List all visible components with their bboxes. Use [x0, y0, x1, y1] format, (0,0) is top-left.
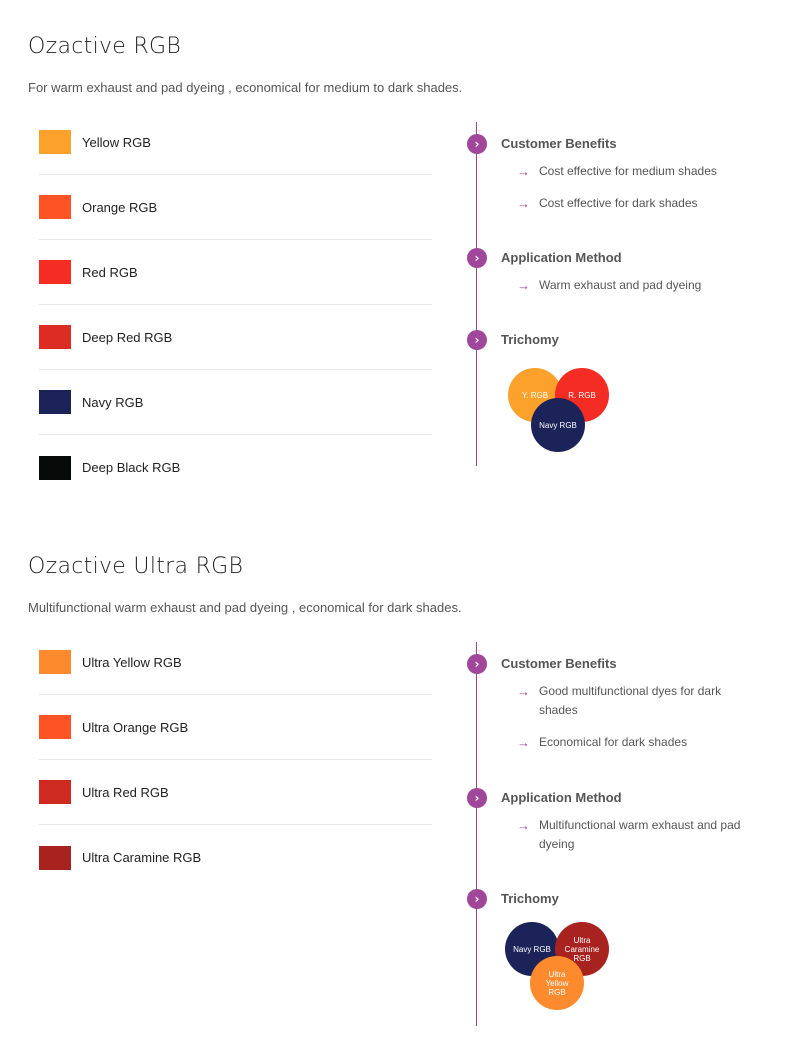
- shade-item[interactable]: Deep Black RGB: [39, 435, 432, 500]
- color-swatch: [39, 845, 71, 870]
- chevron-right-icon: ›: [467, 654, 487, 674]
- shade-item[interactable]: Navy RGB: [39, 370, 432, 435]
- trichomy-circle: Ultra Yellow RGB: [530, 956, 584, 1010]
- arrow-right-icon: →: [517, 684, 530, 699]
- list-item: → Cost effective for medium shades: [517, 162, 757, 181]
- list-item: → Good multifunctional dyes for dark sha…: [517, 682, 747, 720]
- list-item-text: Warm exhaust and pad dyeing: [539, 278, 702, 292]
- list-item-text: Cost effective for dark shades: [539, 196, 698, 210]
- shade-item[interactable]: Deep Red RGB: [39, 305, 432, 370]
- color-swatch: [39, 780, 71, 804]
- color-swatch: [39, 260, 71, 284]
- benefit-list: → Cost effective for medium shades → Cos…: [517, 162, 757, 226]
- arrow-right-icon: →: [517, 735, 530, 750]
- color-swatch: [39, 130, 71, 154]
- color-swatch: [39, 650, 71, 674]
- shade-item[interactable]: Ultra Yellow RGB: [39, 630, 432, 695]
- timeline-line: [476, 642, 477, 1026]
- trichomy-circle: Navy RGB: [531, 398, 585, 452]
- shade-name: Deep Black RGB: [82, 460, 181, 475]
- shade-item[interactable]: Yellow RGB: [39, 110, 432, 175]
- chevron-right-icon: ›: [467, 788, 487, 808]
- shade-name: Ultra Caramine RGB: [82, 850, 202, 865]
- shade-item[interactable]: Orange RGB: [39, 175, 432, 240]
- list-item: → Warm exhaust and pad dyeing: [517, 276, 757, 295]
- timeline-heading: Customer Benefits: [501, 656, 617, 671]
- product-subtitle: For warm exhaust and pad dyeing , econom…: [28, 80, 463, 95]
- method-list: → Multifunctional warm exhaust and pad d…: [517, 816, 752, 867]
- list-item-text: Economical for dark shades: [539, 735, 688, 749]
- shade-name: Deep Red RGB: [82, 329, 173, 345]
- timeline-heading: Trichomy: [501, 891, 559, 906]
- list-item-text: Good multifunctional dyes for dark shade…: [539, 684, 722, 717]
- arrow-right-icon: →: [517, 278, 530, 293]
- arrow-right-icon: →: [517, 164, 530, 179]
- shade-item[interactable]: Ultra Red RGB: [39, 760, 432, 825]
- shade-name: Ultra Yellow RGB: [82, 654, 182, 670]
- color-swatch: [39, 390, 71, 414]
- shade-item[interactable]: Ultra Orange RGB: [39, 695, 432, 760]
- chevron-right-icon: ›: [467, 330, 487, 350]
- chevron-right-icon: ›: [467, 248, 487, 268]
- arrow-right-icon: →: [517, 196, 530, 211]
- product-ozactive-rgb: Ozactive RGB For warm exhaust and pad dy…: [0, 0, 807, 520]
- shade-item[interactable]: Ultra Caramine RGB: [39, 825, 432, 890]
- method-list: → Warm exhaust and pad dyeing: [517, 276, 757, 308]
- benefit-list: → Good multifunctional dyes for dark sha…: [517, 682, 747, 765]
- shade-name: Red RGB: [82, 264, 138, 280]
- product-title: Ozactive RGB: [28, 34, 182, 59]
- timeline-heading: Trichomy: [501, 332, 559, 347]
- shade-list: Yellow RGB Orange RGB Red RGB Deep Red R…: [39, 110, 432, 500]
- timeline-heading: Application Method: [501, 250, 622, 265]
- shade-name: Ultra Red RGB: [82, 784, 169, 800]
- color-swatch: [39, 325, 71, 349]
- product-ozactive-ultra-rgb: Ozactive Ultra RGB Multifunctional warm …: [0, 520, 807, 1053]
- timeline-heading: Application Method: [501, 790, 622, 805]
- shade-name: Ultra Orange RGB: [82, 719, 189, 735]
- color-swatch: [39, 715, 71, 739]
- list-item-text: Multifunctional warm exhaust and pad dye…: [539, 818, 741, 851]
- arrow-right-icon: →: [517, 818, 530, 833]
- shade-list: Ultra Yellow RGB Ultra Orange RGB Ultra …: [39, 630, 432, 890]
- product-title: Ozactive Ultra RGB: [28, 554, 244, 579]
- chevron-right-icon: ›: [467, 889, 487, 909]
- product-subtitle: Multifunctional warm exhaust and pad dye…: [28, 600, 462, 615]
- shade-item[interactable]: Red RGB: [39, 240, 432, 305]
- color-swatch: [39, 195, 71, 219]
- timeline-line: [476, 122, 477, 466]
- shade-name: Navy RGB: [82, 394, 144, 410]
- shade-name: Orange RGB: [82, 199, 158, 215]
- chevron-right-icon: ›: [467, 134, 487, 154]
- shade-name: Yellow RGB: [82, 134, 151, 150]
- timeline-heading: Customer Benefits: [501, 136, 617, 151]
- list-item: → Economical for dark shades: [517, 733, 747, 752]
- list-item: → Multifunctional warm exhaust and pad d…: [517, 816, 752, 854]
- color-swatch: [39, 455, 71, 480]
- list-item: → Cost effective for dark shades: [517, 194, 757, 213]
- list-item-text: Cost effective for medium shades: [539, 164, 717, 178]
